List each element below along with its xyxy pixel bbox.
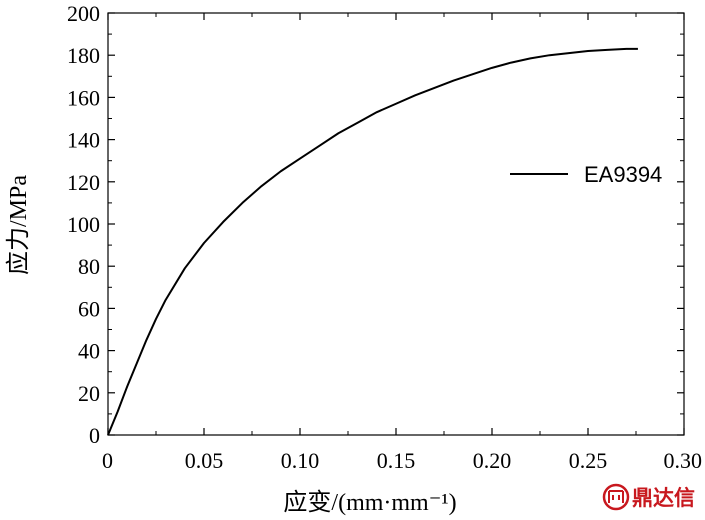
y-tick-label: 140 [67,128,100,153]
y-tick-label: 40 [78,339,100,364]
y-tick-label: 160 [67,85,100,110]
y-tick-label: 180 [67,43,100,68]
legend: EA9394 [510,162,662,187]
y-tick-label: 0 [89,423,100,448]
x-axis: 0 0.05 0.10 0.15 0.20 0.25 0.30 [102,13,702,473]
plot-border [107,12,685,436]
y-tick-label: 80 [78,254,100,279]
series-line-ea9394 [107,47,638,436]
y-tick-label: 20 [78,381,100,406]
x-tick-label: 0.05 [185,448,224,473]
watermark: 鼎达信 [602,483,695,511]
watermark-text: 鼎达信 [632,486,695,510]
x-tick-label: 0.20 [473,448,512,473]
legend-label-ea9394: EA9394 [584,162,662,187]
x-axis-label: 应变/(mm·mm⁻¹) [283,489,456,516]
plot-frame [107,12,685,436]
y-axis-label: 应力/MPa [5,175,32,275]
x-tick-label: 0.15 [377,448,416,473]
x-tick-label: 0.25 [569,448,608,473]
y-tick-label: 120 [67,170,100,195]
y-axis: 0 20 40 60 80 100 120 140 160 180 200 [67,1,684,448]
watermark-logo-icon [602,483,630,511]
x-tick-label: 0.30 [664,448,703,473]
y-tick-label: 60 [78,296,100,321]
x-tick-label: 0.10 [281,448,320,473]
series-group [107,47,638,436]
y-tick-label: 100 [67,212,100,237]
y-tick-label: 200 [67,1,100,26]
x-tick-label: 0 [102,448,113,473]
